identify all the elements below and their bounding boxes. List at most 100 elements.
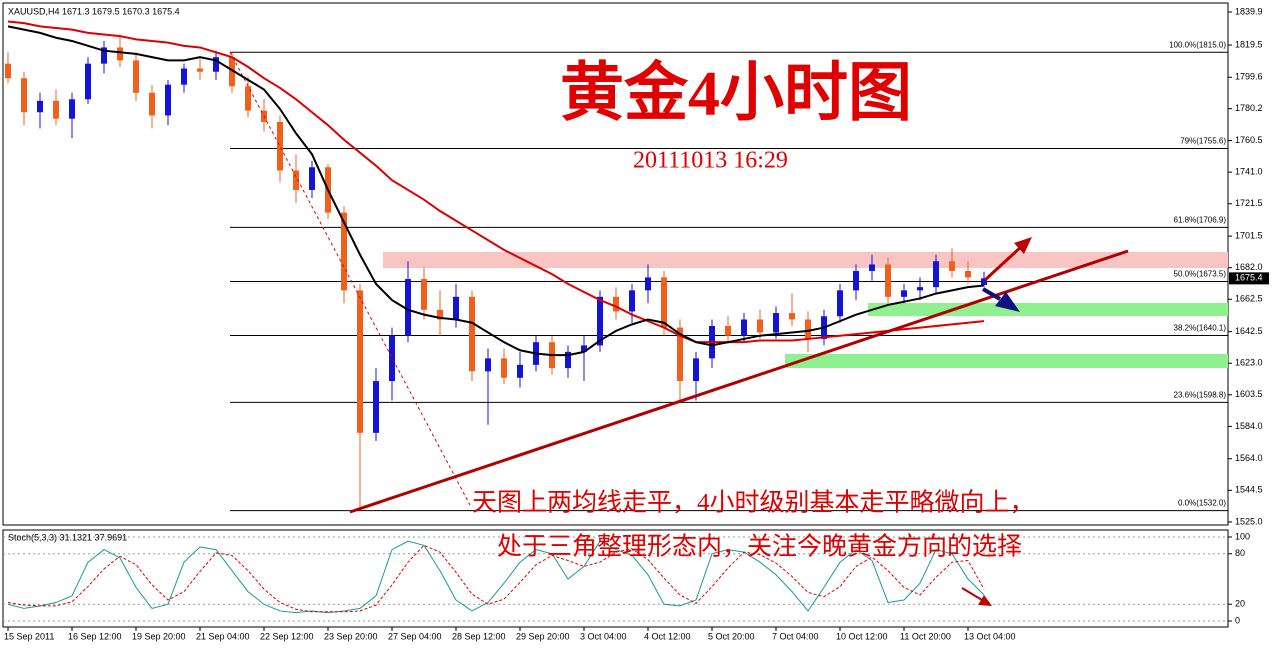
y-tick-label: 20 bbox=[1235, 599, 1245, 609]
candle-body bbox=[789, 313, 795, 320]
candle-body bbox=[101, 47, 107, 64]
candle-body bbox=[389, 335, 395, 382]
candle-body bbox=[341, 212, 347, 291]
candle-body bbox=[309, 167, 315, 190]
moving-average bbox=[7, 25, 985, 357]
y-tick-label: 1701.5 bbox=[1235, 230, 1263, 240]
fib-label: 50.0%(1673.5) bbox=[1174, 270, 1227, 279]
candle-body bbox=[613, 296, 619, 312]
comment: 天图上两均线走平，4小时级别基本走平略微向上， bbox=[472, 489, 1035, 517]
y-tick-label: 1760.5 bbox=[1235, 135, 1263, 145]
indicator-title: Stoch(5,3,3) 31.1321 37.9691 bbox=[8, 532, 127, 542]
x-tick-label: 13 Oct 04:00 bbox=[964, 631, 1016, 641]
y-tick-label: 1525.0 bbox=[1235, 516, 1263, 526]
comment: 处于三角整理形态内，关注今晚黄金方向的选择 bbox=[497, 533, 1022, 561]
y-tick-label: 1662.5 bbox=[1235, 294, 1263, 304]
candle-body bbox=[917, 287, 923, 291]
support-zone bbox=[785, 354, 1228, 368]
candle-body bbox=[37, 100, 43, 113]
candle-body bbox=[805, 319, 811, 339]
heading: 黄金4小时图 bbox=[560, 58, 912, 129]
candle-body bbox=[53, 100, 59, 119]
x-tick-label: 7 Oct 04:00 bbox=[772, 631, 819, 641]
x-tick-label: 22 Sep 12:00 bbox=[260, 631, 314, 641]
candle-body bbox=[133, 60, 139, 93]
candle-body bbox=[5, 63, 11, 79]
chart-title: XAUUSD,H4 1671.3 1679.5 1670.3 1675.4 bbox=[8, 6, 180, 16]
y-tick-label: 1564.0 bbox=[1235, 453, 1263, 463]
candle-body bbox=[693, 358, 699, 382]
candle-body bbox=[885, 264, 891, 297]
arrow bbox=[961, 587, 983, 601]
y-tick-label: 1682.0 bbox=[1235, 262, 1263, 272]
x-tick-label: 23 Sep 20:00 bbox=[324, 631, 378, 641]
candle-body bbox=[181, 68, 187, 85]
candle-body bbox=[85, 63, 91, 100]
candle-body bbox=[725, 325, 731, 336]
x-tick-label: 27 Sep 04:00 bbox=[388, 631, 442, 641]
y-tick-label: 1799.6 bbox=[1235, 72, 1263, 82]
candle-body bbox=[485, 358, 491, 372]
arrow-head bbox=[995, 292, 1020, 312]
candle-body bbox=[245, 86, 251, 111]
y-tick-label: 1839.9 bbox=[1235, 6, 1263, 16]
y-tick-label: 1721.5 bbox=[1235, 198, 1263, 208]
fib-label: 0.0%(1532.0) bbox=[1178, 499, 1226, 508]
price-marker bbox=[1229, 272, 1269, 285]
candle-body bbox=[421, 279, 427, 310]
candle-body bbox=[277, 121, 283, 171]
resistance-zone bbox=[383, 252, 1228, 268]
fib-label: 79%(1755.6) bbox=[1180, 137, 1226, 146]
candle-body bbox=[357, 290, 363, 433]
arrow-head bbox=[978, 595, 992, 606]
x-tick-label: 15 Sep 2011 bbox=[4, 631, 54, 641]
y-tick-label: 1741.0 bbox=[1235, 167, 1263, 177]
candle-body bbox=[757, 319, 763, 333]
fib-label: 23.6%(1598.8) bbox=[1174, 391, 1227, 400]
arrow bbox=[981, 287, 1002, 301]
x-tick-label: 19 Sep 20:00 bbox=[132, 631, 186, 641]
candle-body bbox=[453, 296, 459, 320]
candle-body bbox=[837, 290, 843, 317]
y-tick-label: 1603.5 bbox=[1235, 389, 1263, 399]
moving-average bbox=[7, 20, 985, 344]
indicator-line bbox=[7, 544, 985, 613]
y-tick-label: 1819.5 bbox=[1235, 39, 1263, 49]
x-tick-label: 4 Oct 12:00 bbox=[644, 631, 691, 641]
x-tick-label: 3 Oct 04:00 bbox=[580, 631, 627, 641]
x-tick-label: 11 Oct 20:00 bbox=[900, 631, 951, 641]
candle-body bbox=[677, 327, 683, 382]
x-tick-label: 10 Oct 12:00 bbox=[836, 631, 888, 641]
candle-body bbox=[581, 345, 587, 352]
candle-body bbox=[741, 319, 747, 336]
candle-body bbox=[853, 270, 859, 291]
x-tick-label: 16 Sep 12:00 bbox=[68, 631, 122, 641]
candle-body bbox=[565, 351, 571, 369]
indicator-frame bbox=[2, 529, 1229, 628]
candle-body bbox=[373, 381, 379, 433]
candle-body bbox=[293, 170, 299, 190]
indicator-line bbox=[7, 540, 985, 614]
y-tick-label: 1642.5 bbox=[1235, 326, 1263, 336]
candle-body bbox=[197, 68, 203, 72]
candle-body bbox=[517, 364, 523, 378]
candle-body bbox=[469, 296, 475, 372]
arrow-head bbox=[1014, 237, 1032, 254]
fib-trend bbox=[229, 51, 471, 506]
x-tick-label: 5 Oct 20:00 bbox=[708, 631, 755, 641]
candle-body bbox=[405, 279, 411, 336]
y-tick-label: 1623.0 bbox=[1235, 358, 1263, 368]
candle-body bbox=[501, 358, 507, 378]
y-tick-label: 80 bbox=[1235, 548, 1245, 558]
candle-body bbox=[661, 277, 667, 328]
y-tick-label: 1544.5 bbox=[1235, 485, 1263, 495]
price-label: 1675.4 bbox=[1235, 273, 1263, 283]
candle-body bbox=[981, 278, 987, 286]
y-tick-label: 100 bbox=[1235, 531, 1250, 541]
fib-label: 61.8%(1706.9) bbox=[1174, 215, 1227, 224]
candle-body bbox=[933, 261, 939, 288]
y-tick-label: 1584.0 bbox=[1235, 421, 1263, 431]
candle-body bbox=[645, 277, 651, 291]
